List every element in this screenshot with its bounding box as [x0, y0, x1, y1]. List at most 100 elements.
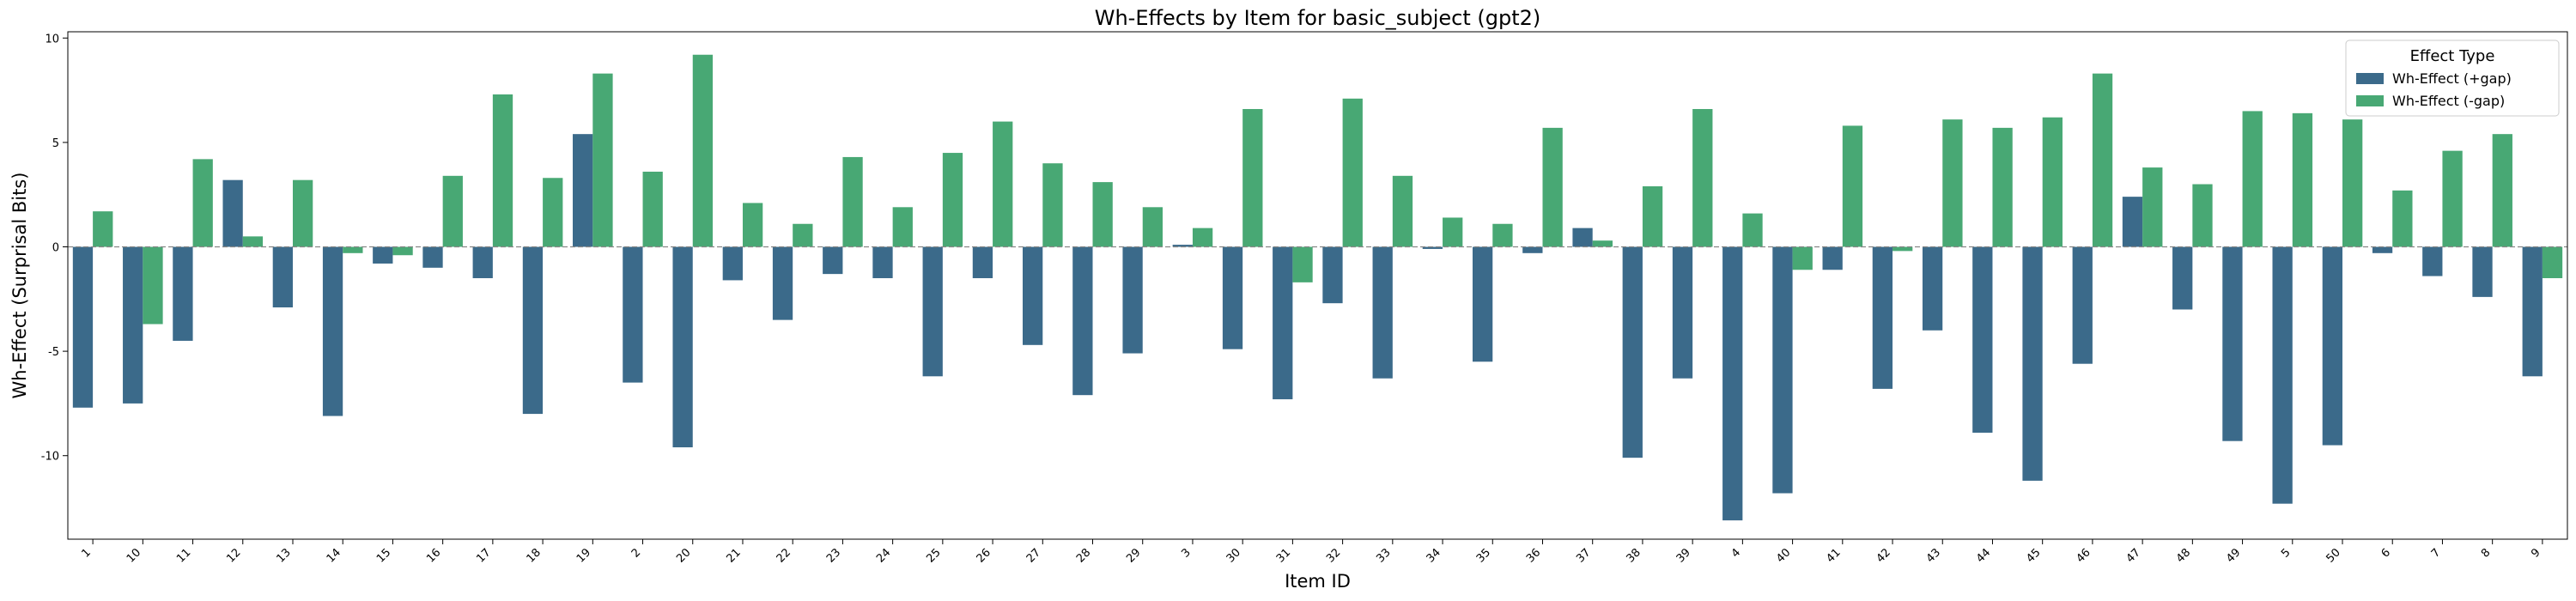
bar-minus-gap-item-25 — [942, 153, 963, 247]
bar-minus-gap-item-15 — [392, 246, 413, 256]
x-tick-label: 48 — [2174, 546, 2193, 565]
y-tick-label: 0 — [52, 242, 59, 255]
bar-minus-gap-item-19 — [592, 73, 613, 247]
bar-plus-gap-item-35 — [1472, 246, 1493, 362]
bar-plus-gap-item-2 — [623, 246, 643, 383]
bar-plus-gap-item-17 — [472, 246, 493, 278]
x-tick-label: 24 — [874, 546, 893, 565]
x-tick-label: 37 — [1574, 546, 1593, 565]
x-tick-label: 11 — [174, 546, 193, 565]
bar-minus-gap-item-16 — [442, 175, 463, 247]
bar-plus-gap-item-38 — [1622, 246, 1643, 458]
bar-plus-gap-item-25 — [922, 246, 943, 377]
x-tick-label: 3 — [1179, 546, 1193, 560]
legend-label-plus-gap: Wh-Effect (+gap) — [2392, 70, 2512, 87]
x-tick-label: 18 — [525, 546, 544, 565]
bar-minus-gap-item-24 — [892, 207, 913, 247]
x-tick-label: 45 — [2024, 546, 2043, 565]
bar-minus-gap-item-34 — [1443, 217, 1463, 247]
y-tick-label: 10 — [45, 33, 59, 46]
bar-minus-gap-item-50 — [2342, 119, 2363, 247]
bar-plus-gap-item-11 — [173, 246, 193, 341]
bar-minus-gap-item-7 — [2442, 150, 2463, 247]
bar-minus-gap-item-22 — [793, 223, 813, 247]
bar-plus-gap-item-32 — [1322, 246, 1343, 304]
x-tick-label: 4 — [1729, 546, 1743, 560]
x-tick-label: 30 — [1224, 546, 1243, 565]
bar-plus-gap-item-44 — [1972, 246, 1993, 433]
x-tick-label: 36 — [1524, 546, 1543, 565]
bar-minus-gap-item-10 — [143, 246, 163, 325]
bar-plus-gap-item-40 — [1772, 246, 1793, 494]
bar-minus-gap-item-27 — [1042, 163, 1063, 247]
bar-minus-gap-item-13 — [292, 179, 313, 247]
x-tick-label: 43 — [1924, 546, 1943, 565]
legend-swatch-plus-gap — [2356, 73, 2384, 84]
bar-plus-gap-item-36 — [1522, 246, 1543, 253]
bar-plus-gap-item-21 — [722, 246, 743, 281]
x-tick-label: 5 — [2279, 546, 2293, 560]
bars-group — [68, 54, 2567, 521]
bar-minus-gap-item-43 — [1942, 119, 1963, 247]
bar-minus-gap-item-44 — [1992, 127, 2013, 247]
x-tick-label: 1 — [79, 546, 93, 560]
bar-plus-gap-item-6 — [2372, 246, 2393, 253]
x-tick-label: 25 — [924, 546, 943, 565]
bar-plus-gap-item-12 — [222, 179, 243, 247]
x-tick-label: 33 — [1374, 546, 1393, 565]
x-tick-label: 27 — [1024, 546, 1043, 565]
bar-plus-gap-item-19 — [573, 134, 593, 247]
bar-plus-gap-item-39 — [1672, 246, 1693, 379]
bar-plus-gap-item-46 — [2072, 246, 2093, 364]
bar-plus-gap-item-47 — [2122, 197, 2143, 247]
bar-plus-gap-item-42 — [1872, 246, 1893, 389]
bar-plus-gap-item-28 — [1072, 246, 1093, 396]
legend-swatch-minus-gap — [2356, 95, 2384, 106]
x-tick-label: 22 — [775, 546, 793, 565]
x-tick-label: 6 — [2379, 546, 2393, 560]
bar-minus-gap-item-18 — [543, 178, 563, 247]
x-tick-label: 14 — [325, 546, 343, 565]
bar-plus-gap-item-20 — [672, 246, 693, 447]
bar-minus-gap-item-14 — [343, 246, 363, 253]
axes-frame — [67, 31, 2568, 540]
bar-plus-gap-item-13 — [272, 246, 293, 308]
x-tick-label: 40 — [1774, 546, 1793, 565]
bar-minus-gap-item-45 — [2042, 117, 2063, 247]
bar-minus-gap-item-2 — [642, 171, 663, 247]
legend: Effect Type Wh-Effect (+gap) Wh-Effect (… — [2345, 39, 2560, 117]
bar-minus-gap-item-47 — [2142, 167, 2163, 247]
bar-plus-gap-item-24 — [872, 246, 893, 278]
bar-plus-gap-item-18 — [522, 246, 544, 415]
legend-label-minus-gap: Wh-Effect (-gap) — [2392, 93, 2505, 109]
x-tick-label: 49 — [2224, 546, 2243, 565]
x-tick-label: 20 — [674, 546, 693, 565]
bar-plus-gap-item-5 — [2272, 246, 2293, 504]
bar-plus-gap-item-49 — [2222, 246, 2243, 441]
x-tick-label: 8 — [2479, 546, 2493, 560]
bar-minus-gap-item-26 — [993, 121, 1013, 247]
bar-minus-gap-item-8 — [2492, 134, 2512, 247]
y-tick-label: -5 — [48, 346, 59, 359]
bar-minus-gap-item-42 — [1893, 246, 1913, 252]
bar-minus-gap-item-12 — [242, 236, 264, 247]
x-tick-label: 7 — [2429, 546, 2443, 560]
bar-minus-gap-item-23 — [842, 156, 863, 247]
bar-minus-gap-item-30 — [1242, 108, 1263, 247]
bar-minus-gap-item-49 — [2242, 111, 2263, 247]
bar-minus-gap-item-38 — [1642, 185, 1663, 247]
bar-plus-gap-item-34 — [1422, 246, 1443, 249]
x-tick-label: 42 — [1874, 546, 1893, 565]
bar-minus-gap-item-31 — [1292, 246, 1313, 282]
x-tick-label: 17 — [474, 546, 493, 565]
bar-minus-gap-item-28 — [1092, 182, 1113, 247]
x-tick-label: 32 — [1324, 546, 1343, 565]
x-tick-label: 10 — [125, 546, 143, 565]
bar-plus-gap-item-15 — [373, 246, 393, 264]
bar-plus-gap-item-29 — [1122, 246, 1143, 354]
x-tick-label: 38 — [1624, 546, 1643, 565]
x-tick-label: 47 — [2124, 546, 2143, 565]
bar-plus-gap-item-26 — [972, 246, 993, 278]
bar-plus-gap-item-33 — [1372, 246, 1393, 379]
bar-plus-gap-item-4 — [1722, 246, 1743, 521]
